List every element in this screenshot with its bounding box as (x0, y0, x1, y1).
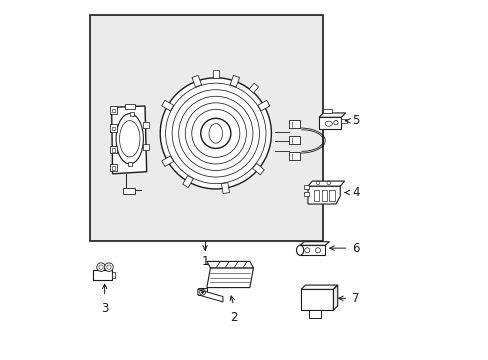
Bar (110, 164, 117, 171)
Bar (289, 120, 300, 128)
Bar (127, 162, 132, 166)
Bar (142, 144, 148, 149)
Text: 2: 2 (229, 311, 237, 324)
Polygon shape (111, 106, 146, 174)
Polygon shape (258, 100, 269, 111)
Bar (321, 190, 326, 201)
Polygon shape (229, 75, 239, 87)
Text: 6: 6 (351, 242, 359, 255)
Text: 4: 4 (351, 186, 359, 199)
Circle shape (201, 118, 230, 148)
Circle shape (201, 291, 203, 293)
Bar (122, 188, 135, 194)
Polygon shape (307, 186, 340, 204)
Text: 1: 1 (201, 255, 208, 267)
Bar (304, 185, 308, 189)
Polygon shape (301, 289, 333, 310)
Bar (289, 152, 300, 160)
Circle shape (160, 78, 271, 189)
Polygon shape (198, 288, 206, 295)
Polygon shape (252, 163, 264, 175)
Polygon shape (308, 310, 320, 318)
Bar (289, 136, 300, 144)
Bar (110, 146, 117, 153)
Polygon shape (192, 75, 201, 87)
Ellipse shape (296, 245, 303, 255)
Text: 7: 7 (351, 292, 359, 305)
Bar (112, 272, 115, 278)
Circle shape (97, 263, 105, 271)
Bar (130, 112, 134, 116)
Bar (111, 166, 115, 170)
Polygon shape (307, 181, 344, 186)
Polygon shape (333, 285, 337, 310)
Polygon shape (300, 245, 325, 255)
Bar (125, 104, 135, 109)
Bar (341, 119, 346, 123)
Polygon shape (300, 242, 329, 245)
Bar (93, 270, 112, 280)
Polygon shape (183, 176, 193, 188)
Bar (90, 15, 323, 241)
Text: 5: 5 (351, 114, 359, 127)
Bar (111, 148, 115, 152)
Polygon shape (221, 183, 229, 194)
Polygon shape (301, 285, 337, 289)
Bar (313, 190, 318, 201)
Bar (304, 192, 308, 196)
Polygon shape (162, 156, 173, 166)
Bar (111, 109, 115, 112)
Polygon shape (206, 261, 253, 268)
Bar (142, 122, 148, 128)
Text: 3: 3 (101, 302, 108, 315)
Polygon shape (212, 70, 218, 78)
Polygon shape (198, 289, 223, 302)
Polygon shape (319, 113, 345, 117)
Circle shape (104, 263, 113, 271)
Bar (110, 107, 117, 114)
Polygon shape (319, 117, 341, 129)
Bar (329, 190, 334, 201)
Bar (111, 127, 115, 130)
Polygon shape (248, 83, 258, 93)
Polygon shape (206, 268, 253, 288)
Bar (322, 109, 331, 113)
Polygon shape (162, 100, 173, 111)
Bar (110, 125, 117, 132)
